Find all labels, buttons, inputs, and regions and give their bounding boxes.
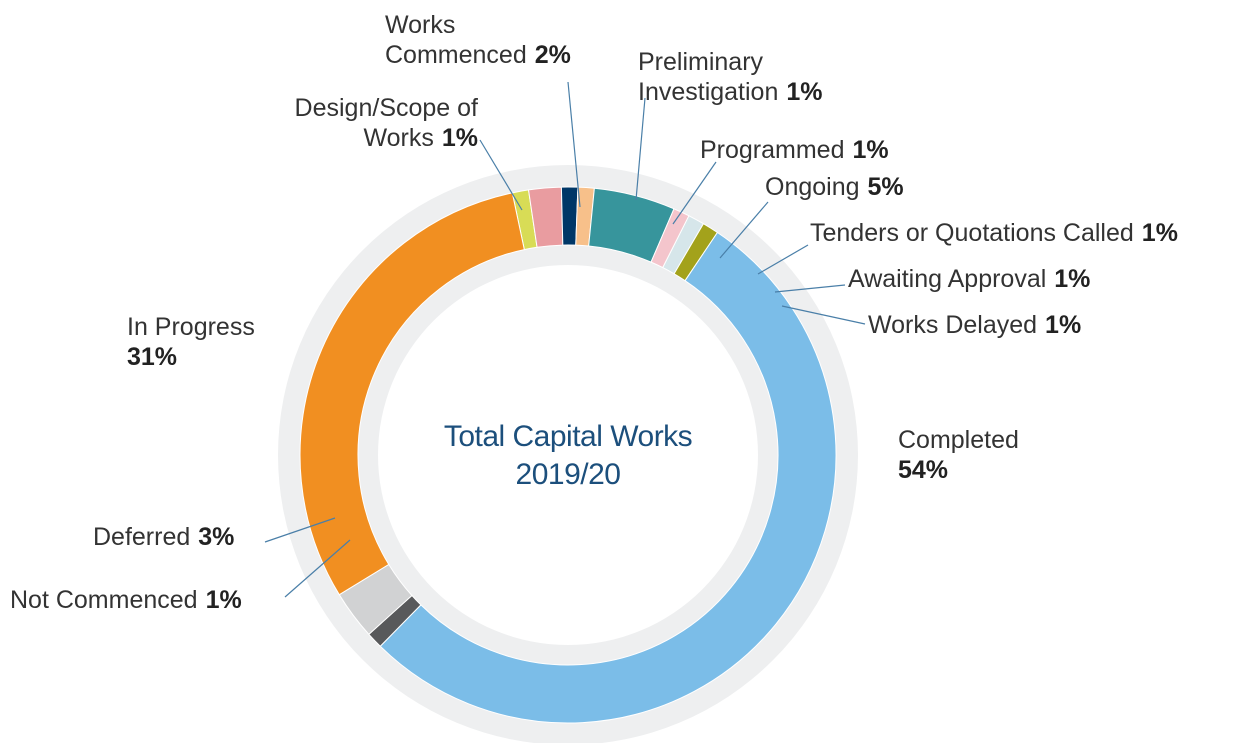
value-label: 1% (852, 136, 889, 164)
segment-label: Not Commenced 1% (10, 585, 242, 615)
category-name: Works Delayed (868, 311, 1038, 339)
category-name: Design/Scope of Works (294, 94, 478, 152)
segment-label: Works Commenced 2% (385, 10, 590, 70)
category-name: In Progress (127, 313, 255, 341)
category-name: Completed (898, 426, 1019, 454)
value-label: 54% (898, 456, 949, 484)
value-label: 5% (867, 173, 904, 201)
value-label: 1% (205, 586, 242, 614)
category-name: Preliminary Investigation (638, 48, 779, 106)
inner-hole (378, 265, 758, 645)
leader-line (264, 517, 336, 543)
value-label: 3% (198, 523, 235, 551)
segment-label: Tenders or Quotations Called 1% (810, 218, 1178, 248)
leader-line (567, 81, 581, 208)
category-name: Works Commenced (385, 11, 527, 69)
category-name: Ongoing (765, 173, 860, 201)
segment-label: Deferred 3% (93, 522, 234, 552)
value-label: 2% (534, 41, 571, 69)
value-label: 1% (1141, 219, 1178, 247)
value-label: 31% (127, 343, 178, 371)
leader-line (479, 139, 523, 211)
donut-segment (379, 231, 837, 724)
chart-title: Total Capital Works 2019/20 (443, 420, 693, 491)
category-name: Tenders or Quotations Called (810, 219, 1134, 247)
donut-segment (560, 186, 579, 246)
value-label: 1% (1045, 311, 1082, 339)
value-label: 1% (786, 78, 823, 106)
leader-line (672, 161, 717, 225)
category-name: Awaiting Approval (848, 265, 1047, 293)
segment-label: Programmed 1% (700, 135, 889, 165)
segment-label: Design/Scope of Works 1% (288, 93, 478, 153)
segment-label: Works Delayed 1% (868, 310, 1081, 340)
leader-line (781, 305, 866, 325)
value-label: 1% (441, 124, 478, 152)
leader-line (719, 201, 769, 259)
category-name: Deferred (93, 523, 191, 551)
leader-line (635, 97, 646, 201)
segment-label: Preliminary Investigation 1% (638, 47, 873, 107)
segment-label: Completed 54% (898, 425, 1019, 485)
segment-label: In Progress 31% (127, 312, 255, 372)
value-label: 1% (1054, 265, 1091, 293)
leader-line (284, 539, 351, 598)
leader-line (757, 244, 809, 275)
category-name: Programmed (700, 136, 845, 164)
leader-line (774, 284, 846, 293)
category-name: Not Commenced (10, 586, 198, 614)
segment-label: Awaiting Approval 1% (848, 264, 1090, 294)
segment-label: Ongoing 5% (765, 172, 904, 202)
